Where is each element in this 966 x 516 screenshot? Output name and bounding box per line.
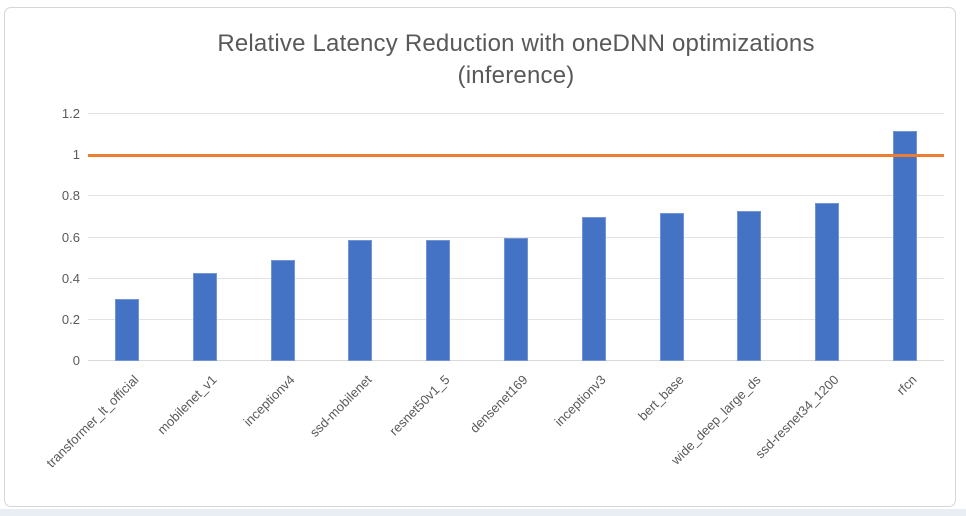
bar-series [88,114,944,361]
bar-inceptionv4 [270,260,295,361]
y-tick-label: 0.6 [61,229,80,245]
bar-resnet50v1_5 [426,239,451,361]
bar-slot-inceptionv3 [555,114,633,361]
bar-slot-ssd-resnet34_1200 [788,114,866,361]
gridline-y-0.6 [88,236,944,238]
plot-area [88,113,944,361]
x-tick-label-inceptionv3: inceptionv3 [551,372,609,430]
bar-slot-wide_deep_large_ds [711,114,789,361]
x-tick-label-ssd-resnet34_1200: ssd-resnet34_1200 [752,372,842,462]
bar-rfcn [893,130,918,361]
bar-slot-inceptionv4 [244,114,322,361]
x-tick-label-wide_deep_large_ds: wide_deep_large_ds [668,372,765,468]
x-tick-label-ssd-mobilenet: ssd-mobilenet [307,372,375,440]
x-tick-label-inceptionv4: inceptionv4 [240,372,298,430]
gridline-y-1.2 [88,113,944,114]
bar-slot-ssd-mobilenet [321,114,399,361]
bar-slot-transformer_lt_official [88,114,166,361]
y-tick-label: 0 [72,353,80,368]
x-axis: transformer_lt_official mobilenet_v1 incep… [43,362,944,502]
bar-densenet169 [503,237,528,361]
bar-transformer_lt_official [114,299,139,361]
x-tick-label-bert_base: bert_base [634,372,687,424]
chart-frame [4,7,956,507]
bar-ssd-resnet34_1200 [815,202,840,361]
bar-slot-bert_base [633,114,711,361]
y-tick-label: 0.2 [61,311,80,327]
chart-title-line1: Relative Latency Reduction with oneDNN o… [217,30,815,57]
x-tick-label-resnet50v1_5: resnet50v1_5 [386,372,453,439]
bottom-edge-strip [0,509,966,516]
bar-mobilenet_v1 [192,272,217,361]
bar-bert_base [659,212,684,361]
chart-title-line2: (inference) [457,62,575,89]
bar-slot-mobilenet_v1 [166,114,244,361]
bar-wide_deep_large_ds [737,210,762,361]
chart-title: Relative Latency Reduction with oneDNN o… [88,28,944,92]
y-tick-label: 1.2 [61,106,80,121]
y-tick-label: 1 [72,147,80,163]
bar-slot-densenet169 [477,114,555,361]
bar-slot-resnet50v1_5 [399,114,477,361]
bar-slot-rfcn [866,114,944,361]
bar-ssd-mobilenet [348,239,373,361]
x-tick-label-mobilenet_v1: mobilenet_v1 [154,372,220,438]
x-tick-label-rfcn: rfcn [893,372,920,398]
baseline-marker [88,154,944,158]
bar-inceptionv3 [581,216,606,361]
gridline-y-0.8 [88,195,944,197]
x-tick-label-densenet169: densenet169 [466,372,531,436]
y-axis: 0 0.2 0.4 0.6 0.8 1 1.2 [0,107,82,367]
y-tick-label: 0.4 [61,270,80,286]
y-tick-label: 0.8 [61,188,80,204]
